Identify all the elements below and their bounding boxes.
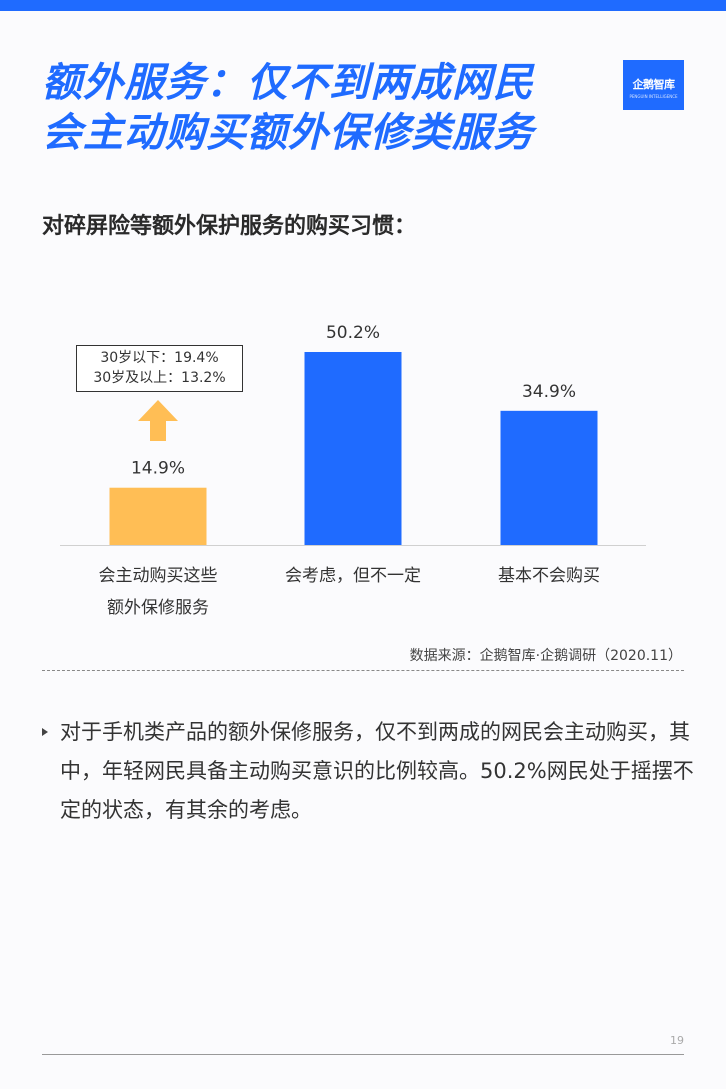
bar-value-label-2: 50.2% xyxy=(326,323,380,343)
age-breakdown-annotation: 30岁以下：19.4% 30岁及以上：13.2% xyxy=(76,345,243,392)
data-source: 数据来源：企鹅智库·企鹅调研（2020.11） xyxy=(409,648,682,664)
up-arrow-icon xyxy=(138,400,178,441)
bar-value-label-3: 34.9% xyxy=(522,382,576,402)
logo-text: 企鹅智库 xyxy=(632,78,676,91)
bar-2 xyxy=(304,352,402,545)
annotation-line-1: 30岁以下：19.4% xyxy=(100,350,219,366)
bar-value-label-1: 14.9% xyxy=(131,459,185,479)
title-line-1: 额外服务：仅不到两成网民 xyxy=(42,60,534,106)
bullet-triangle-icon xyxy=(42,728,48,736)
title-line-2: 会主动购买额外保修类服务 xyxy=(42,110,534,156)
top-accent-bar xyxy=(0,0,726,11)
body-paragraph: 对于手机类产品的额外保修服务，仅不到两成的网民会主动购买，其中，年轻网民具备主动… xyxy=(60,720,694,822)
dashed-divider xyxy=(42,670,684,671)
bar-1 xyxy=(109,487,207,545)
penguin-intelligence-logo: 企鹅智库 PENGUIN INTELLIGENCE xyxy=(623,60,684,110)
category-label-2-1: 会考虑，但不一定 xyxy=(285,566,421,586)
footer-line xyxy=(42,1054,684,1055)
category-label-3-1: 基本不会购买 xyxy=(498,566,600,586)
annotation-line-2: 30岁及以上：13.2% xyxy=(93,370,226,386)
page-number: 19 xyxy=(670,1034,684,1047)
category-label-1-1: 会主动购买这些 xyxy=(99,566,218,586)
page-title: 额外服务：仅不到两成网民 会主动购买额外保修类服务 xyxy=(42,58,534,158)
logo-subtext: PENGUIN INTELLIGENCE xyxy=(629,94,678,99)
chart-subtitle: 对碎屏险等额外保护服务的购买习惯： xyxy=(42,214,417,239)
bar-3 xyxy=(500,410,598,545)
category-label-1-2: 额外保修服务 xyxy=(107,598,209,618)
